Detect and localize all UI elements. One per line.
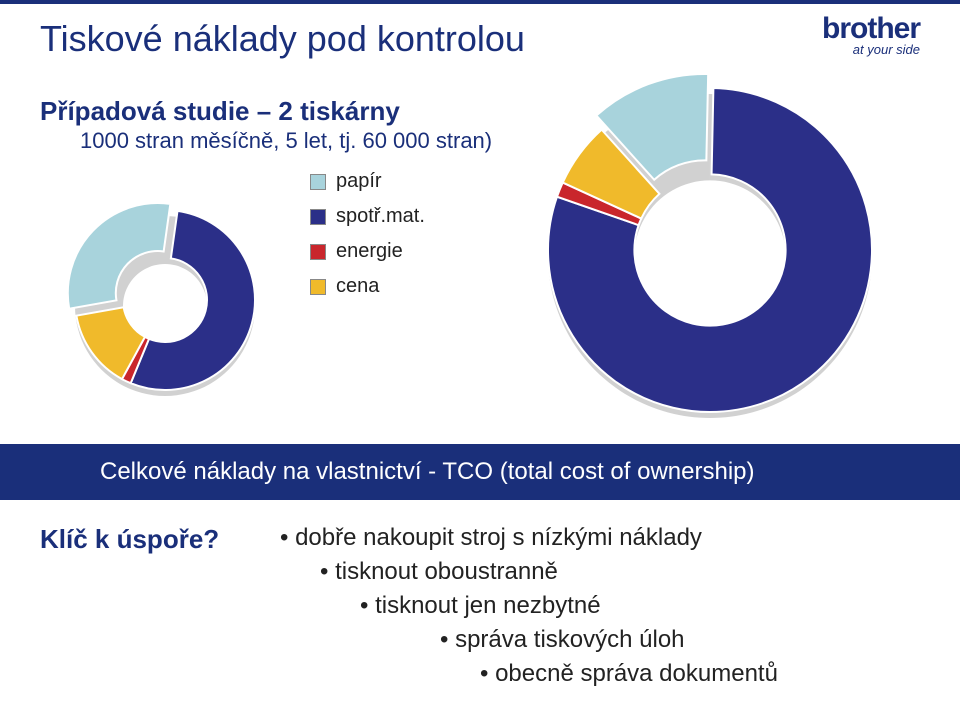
legend-item: spotř.mat.	[310, 205, 425, 228]
donut-chart-small	[55, 200, 275, 400]
legend-item: energie	[310, 240, 425, 263]
legend-swatch-energie	[310, 244, 326, 260]
key-question: Klíč k úspoře?	[40, 524, 219, 555]
chart-legend: papír spotř.mat. energie cena	[310, 170, 425, 310]
page-title: Tiskové náklady pod kontrolou	[40, 18, 525, 60]
key-bullets: • dobře nakoupit stroj s nízkými náklady…	[280, 524, 778, 694]
bullet-item: • správa tiskových úloh	[280, 626, 778, 654]
tco-text: Celkové náklady na vlastnictví - TCO (to…	[100, 458, 755, 486]
bullet-item: • tisknout oboustranně	[280, 558, 778, 586]
legend-label: papír	[336, 170, 382, 193]
brand-logo: brother at your side	[822, 12, 920, 57]
tco-band: Celkové náklady na vlastnictví - TCO (to…	[0, 444, 960, 500]
legend-swatch-spotrmat	[310, 209, 326, 225]
legend-label: energie	[336, 240, 403, 263]
legend-item: papír	[310, 170, 425, 193]
legend-label: spotř.mat.	[336, 205, 425, 228]
header-bar	[0, 0, 960, 4]
bullet-item: • dobře nakoupit stroj s nízkými náklady	[280, 524, 778, 552]
bullet-item: • obecně správa dokumentů	[280, 660, 778, 688]
donut-chart-large	[520, 70, 900, 430]
subtitle-line2: 1000 stran měsíčně, 5 let, tj. 60 000 st…	[80, 128, 492, 154]
subtitle-line1: Případová studie – 2 tiskárny	[40, 96, 400, 127]
legend-label: cena	[336, 275, 379, 298]
logo-brand-text: brother	[822, 12, 920, 46]
bullet-item: • tisknout jen nezbytné	[280, 592, 778, 620]
legend-swatch-cena	[310, 279, 326, 295]
legend-item: cena	[310, 275, 425, 298]
legend-swatch-papir	[310, 174, 326, 190]
